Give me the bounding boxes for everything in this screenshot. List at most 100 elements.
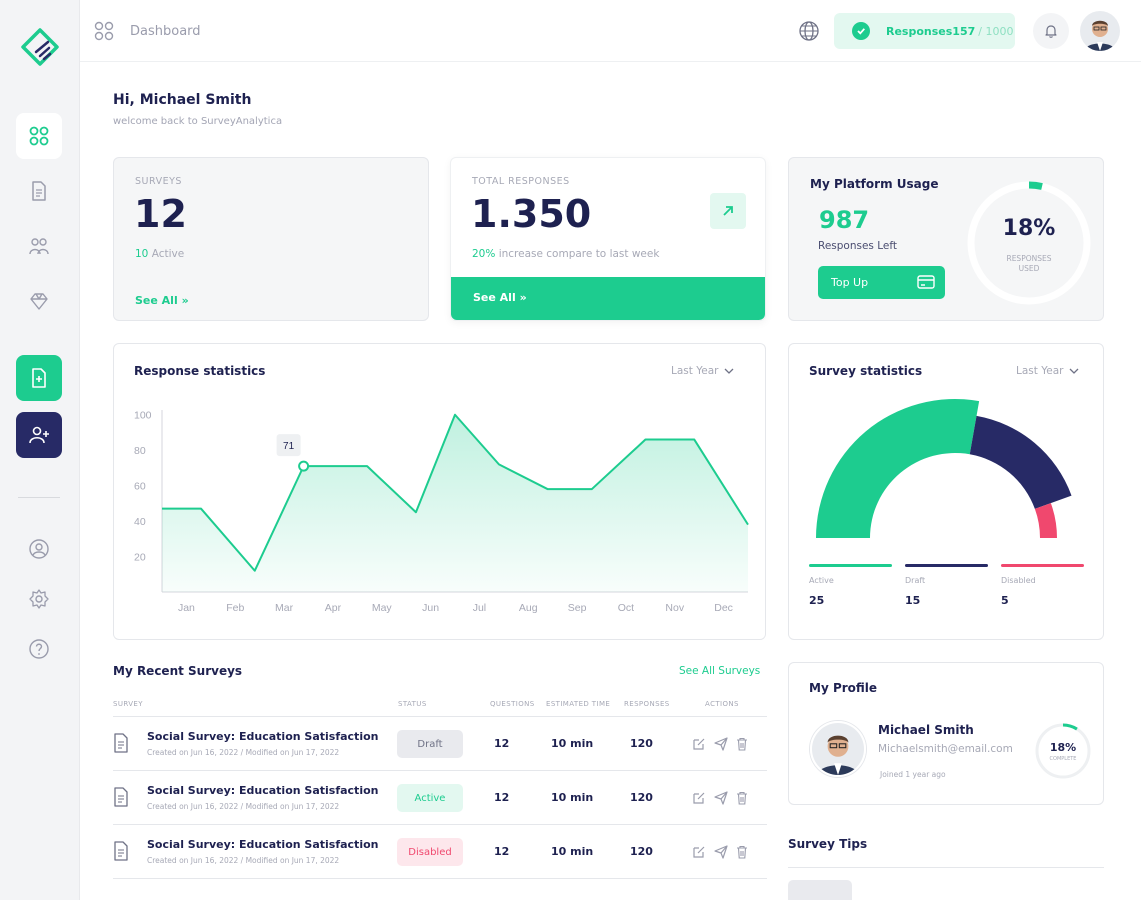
trend-up-icon <box>710 193 746 229</box>
greeting-title: Hi, Michael Smith <box>113 92 252 108</box>
x-tick-label: Oct <box>618 602 634 614</box>
survey-statistics-title: Survey statistics <box>809 364 923 378</box>
send-icon[interactable] <box>714 845 728 859</box>
trash-icon[interactable] <box>735 791 749 805</box>
status-badge: Disabled <box>397 838 463 866</box>
row-divider <box>113 770 767 771</box>
row-divider <box>113 824 767 825</box>
x-tick-label: Sep <box>568 602 587 614</box>
y-tick-label: 100 <box>134 410 152 422</box>
survey-meta: Created on Jun 16, 2022 / Modified on Ju… <box>147 856 340 865</box>
profile-avatar[interactable] <box>810 721 866 777</box>
kpi-label: SURVEYS <box>135 176 182 187</box>
edit-icon[interactable] <box>692 737 706 751</box>
response-period-dropdown[interactable]: Last Year <box>671 365 734 377</box>
responses-left-value: 987 <box>819 206 870 234</box>
legend-value: 5 <box>1001 594 1009 607</box>
nav-surveys[interactable] <box>16 168 62 214</box>
usage-percent: 18% <box>1002 216 1056 241</box>
kpi-value: 1.350 <box>471 192 592 236</box>
nav-audience[interactable] <box>16 223 62 269</box>
y-tick-label: 60 <box>134 481 146 493</box>
users-icon <box>29 238 49 255</box>
kpi-label: TOTAL RESPONSES <box>472 176 570 187</box>
x-tick-label: Jul <box>473 602 486 614</box>
greeting-subtitle: welcome back to SurveyAnalytica <box>113 116 283 127</box>
chevron-down-icon <box>724 368 734 374</box>
globe-icon[interactable] <box>798 20 820 42</box>
nav-dashboard[interactable] <box>16 113 62 159</box>
response-statistics-title: Response statistics <box>134 364 266 378</box>
top-up-button[interactable]: Top Up <box>818 266 945 299</box>
edit-icon[interactable] <box>692 791 706 805</box>
kpi-value: 12 <box>134 192 187 236</box>
x-tick-label: Aug <box>519 602 538 614</box>
add-user-icon <box>29 426 49 444</box>
x-tick-label: Jan <box>178 602 195 614</box>
nav-integrations[interactable] <box>16 278 62 324</box>
nav-account[interactable] <box>16 526 62 572</box>
col-status: STATUS <box>398 700 427 708</box>
questions-count: 12 <box>494 791 510 804</box>
sidebar-divider <box>18 497 60 498</box>
top-up-label: Top Up <box>831 276 869 289</box>
see-all-responses-footer[interactable]: See All » <box>451 277 765 320</box>
col-responses: RESPONSES <box>624 700 670 708</box>
add-user-button[interactable] <box>16 412 62 458</box>
user-avatar[interactable] <box>1080 11 1120 51</box>
see-all-responses-link[interactable]: See All » <box>473 291 527 304</box>
status-badge: Draft <box>397 730 463 758</box>
grid-icon[interactable] <box>94 21 114 41</box>
col-questions: QUESTIONS <box>490 700 535 708</box>
notifications-button[interactable] <box>1033 13 1069 49</box>
donut-segment-disabled[interactable] <box>1034 503 1057 538</box>
send-icon[interactable] <box>714 791 728 805</box>
nav-help[interactable] <box>16 626 62 672</box>
survey-title[interactable]: Social Survey: Education Satisfaction <box>147 838 379 851</box>
responses-count: Responses157 <box>886 24 976 38</box>
tips-card[interactable] <box>788 880 852 900</box>
grid-icon <box>29 126 49 146</box>
survey-file-icon <box>114 733 128 753</box>
legend-value: 15 <box>905 594 921 607</box>
series-line <box>162 413 749 572</box>
x-tick-label: Apr <box>325 602 342 614</box>
trash-icon[interactable] <box>735 845 749 859</box>
highlight-point[interactable] <box>298 460 310 472</box>
create-survey-button[interactable] <box>16 355 62 401</box>
estimated-time: 10 min <box>551 845 594 858</box>
survey-tips-title: Survey Tips <box>788 837 868 851</box>
x-tick-label: Mar <box>275 602 294 614</box>
x-tick-label: Feb <box>226 602 244 614</box>
responses-count: 120 <box>630 845 653 858</box>
donut-segment-draft[interactable] <box>969 415 1072 509</box>
responses-total: / 1000 <box>978 24 1014 38</box>
questions-count: 12 <box>494 737 510 750</box>
area-fill <box>162 414 748 592</box>
check-icon <box>852 22 870 40</box>
trash-icon[interactable] <box>735 737 749 751</box>
see-all-surveys-link[interactable]: See All » <box>135 294 189 307</box>
kpi-subtext: 10 Active <box>135 248 185 260</box>
legend-bar <box>1001 564 1084 567</box>
survey-period-dropdown[interactable]: Last Year <box>1016 365 1079 377</box>
survey-title[interactable]: Social Survey: Education Satisfaction <box>147 784 379 797</box>
see-all-surveys-link[interactable]: See All Surveys <box>679 665 761 677</box>
responses-card: TOTAL RESPONSES 1.350 20% increase compa… <box>450 157 766 321</box>
questions-count: 12 <box>494 845 510 858</box>
edit-icon[interactable] <box>692 845 706 859</box>
page-title: Dashboard <box>130 24 201 39</box>
send-icon[interactable] <box>714 737 728 751</box>
credit-card-icon <box>917 275 935 289</box>
nav-settings[interactable] <box>16 576 62 622</box>
responses-usage-pill[interactable]: Responses157 / 1000 <box>834 13 1015 49</box>
responses-left-label: Responses Left <box>818 240 897 252</box>
x-tick-label: Nov <box>665 602 684 614</box>
donut-segment-active[interactable] <box>816 398 980 538</box>
col-survey: SURVEY <box>113 700 143 708</box>
double-chevron-right-icon: » <box>519 291 527 304</box>
platform-usage-card: My Platform Usage 987 Responses Left Top… <box>788 157 1104 321</box>
app-logo[interactable] <box>18 26 62 70</box>
tooltip-value: 71 <box>283 441 295 452</box>
survey-title[interactable]: Social Survey: Education Satisfaction <box>147 730 379 743</box>
